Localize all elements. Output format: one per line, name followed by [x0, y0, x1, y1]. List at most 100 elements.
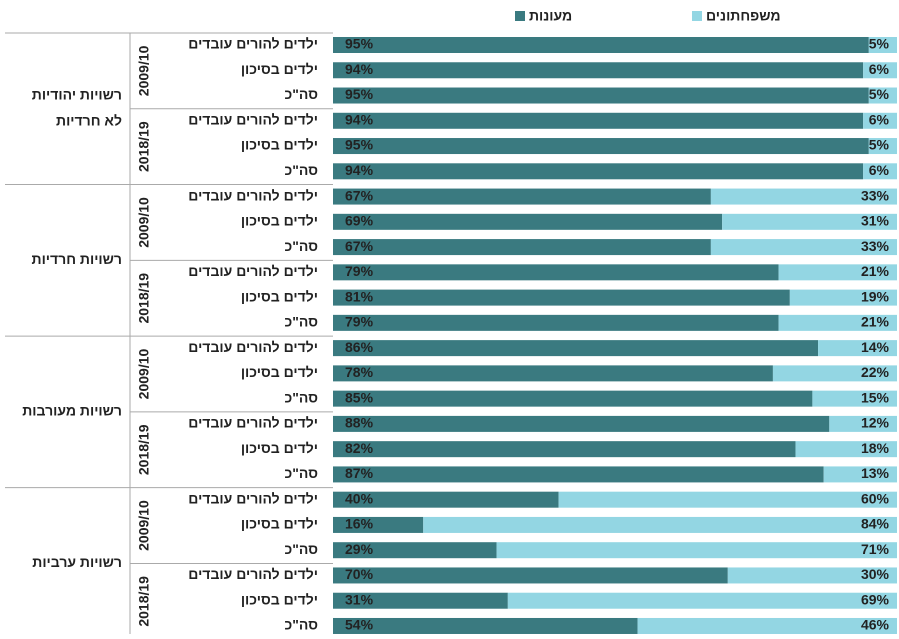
legend-label: משפחתונים [706, 8, 781, 24]
bar-segment [637, 617, 897, 634]
value-label: 82% [345, 440, 374, 456]
period-label: 2009/10 [136, 348, 152, 399]
value-label: 95% [345, 137, 374, 153]
period-label: 2018/19 [136, 121, 152, 172]
value-label: 87% [345, 465, 374, 481]
period-label: 2009/10 [136, 45, 152, 96]
row-label: ילדים להורים עובדים [188, 36, 318, 52]
value-label: 88% [345, 415, 374, 431]
bar-segment [829, 415, 897, 432]
value-label: 16% [345, 516, 374, 532]
value-label: 31% [861, 213, 890, 229]
bar-segment [333, 213, 723, 230]
period-label: 2009/10 [136, 500, 152, 551]
row-label: סה"כ [285, 617, 318, 633]
row-label: ילדים להורים עובדים [188, 111, 318, 127]
row-label: סה"כ [285, 162, 318, 178]
group-label: רשויות ערביות [32, 554, 122, 570]
bar-segment [868, 138, 897, 155]
bar-segment [727, 567, 897, 584]
row-label: ילדים בסיכון [241, 440, 318, 456]
row-label: ילדים בסיכון [241, 516, 318, 532]
value-label: 21% [861, 314, 890, 330]
value-label: 21% [861, 263, 890, 279]
value-label: 29% [345, 541, 374, 557]
bar-segment [818, 340, 897, 357]
row-label: סה"כ [285, 465, 318, 481]
value-label: 5% [869, 86, 890, 102]
bar-segment [333, 466, 824, 483]
value-label: 85% [345, 389, 374, 405]
row-label: סה"כ [285, 389, 318, 405]
bar-segment [868, 87, 897, 104]
value-label: 6% [869, 162, 890, 178]
value-label: 70% [345, 566, 374, 582]
bar-segment [863, 62, 897, 79]
group-label: רשויות יהודיות [32, 86, 122, 102]
bar-segment [558, 491, 897, 508]
value-label: 78% [345, 364, 374, 380]
value-label: 94% [345, 61, 374, 77]
period-label: 2009/10 [136, 197, 152, 248]
value-label: 5% [869, 36, 890, 52]
value-label: 22% [861, 364, 890, 380]
bar-segment [789, 289, 897, 306]
bar-segment [333, 37, 869, 53]
bar-segment [333, 390, 813, 407]
period-label: 2018/19 [136, 424, 152, 475]
bar-segment [333, 62, 864, 79]
row-label: סה"כ [285, 86, 318, 102]
row-label: ילדים בסיכון [241, 364, 318, 380]
group-label: לא חרדיות [56, 112, 122, 128]
value-label: 67% [345, 187, 374, 203]
value-label: 33% [861, 187, 890, 203]
value-label: 15% [861, 389, 890, 405]
row-label: ילדים בסיכון [241, 288, 318, 304]
value-label: 60% [861, 490, 890, 506]
bar-segment [333, 138, 869, 155]
bar-segment [333, 542, 497, 559]
bar-segment [710, 239, 897, 256]
group-label: רשויות חרדיות [32, 251, 122, 267]
row-label: ילדים להורים עובדים [188, 566, 318, 582]
value-label: 54% [345, 617, 374, 633]
row-label: ילדים להורים עובדים [188, 490, 318, 506]
row-label: ילדים להורים עובדים [188, 415, 318, 431]
bar-segment [333, 567, 728, 584]
bar-segment [333, 188, 711, 205]
bar-segment [868, 37, 897, 53]
bar-segment [710, 188, 897, 205]
value-label: 69% [345, 213, 374, 229]
value-label: 33% [861, 238, 890, 254]
value-label: 19% [861, 288, 890, 304]
bar-segment [778, 314, 897, 331]
legend-label: מעונות [529, 8, 572, 24]
bar-segment [778, 264, 897, 281]
bar-segment [333, 289, 790, 306]
row-label: ילדים בסיכון [241, 213, 318, 229]
row-label: ילדים בסיכון [241, 61, 318, 77]
value-label: 12% [861, 415, 890, 431]
bar-segment [333, 617, 638, 634]
bar-segment [333, 264, 779, 281]
value-label: 67% [345, 238, 374, 254]
value-label: 6% [869, 111, 890, 127]
bar-segment [772, 365, 897, 382]
bar-segment [423, 516, 897, 533]
bar-segment [333, 592, 508, 609]
value-label: 69% [861, 591, 890, 607]
row-label: סה"כ [285, 314, 318, 330]
bar-segment [333, 491, 559, 508]
row-label: סה"כ [285, 238, 318, 254]
bar-segment [333, 365, 773, 382]
value-label: 46% [861, 617, 890, 633]
row-label: סה"כ [285, 541, 318, 557]
value-label: 86% [345, 339, 374, 355]
value-label: 81% [345, 288, 374, 304]
bar-segment [863, 163, 897, 180]
row-label: ילדים להורים עובדים [188, 339, 318, 355]
bar-segment [333, 516, 424, 533]
value-label: 94% [345, 162, 374, 178]
row-label: ילדים להורים עובדים [188, 187, 318, 203]
